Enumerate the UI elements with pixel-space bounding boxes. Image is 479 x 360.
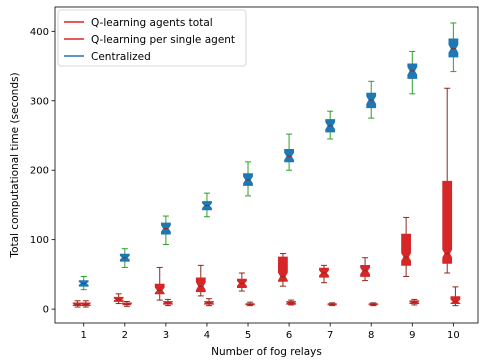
x-tick-label: 3: [163, 330, 169, 341]
y-tick-label: 0: [43, 305, 49, 316]
x-tick-label: 8: [368, 330, 374, 341]
box-plot: [442, 87, 453, 274]
box-plot: [360, 257, 371, 282]
y-tick-label: 300: [30, 96, 49, 107]
x-tick-label: 1: [81, 330, 87, 341]
box-body: [442, 180, 453, 264]
box-plot: [204, 298, 214, 307]
box-plot: [195, 264, 206, 297]
box-plot: [122, 300, 132, 307]
x-tick-label: 4: [204, 330, 210, 341]
x-tick-label: 5: [245, 330, 251, 341]
box-plot: [409, 298, 420, 306]
series-2: [80, 286, 461, 308]
box-body: [448, 38, 459, 58]
series-1: [72, 87, 453, 308]
y-axis-label: Total computational time (seconds): [9, 72, 21, 258]
series-layer: [72, 22, 461, 308]
x-tick-label: 6: [286, 330, 292, 341]
legend-label: Q-learning agents total: [91, 17, 213, 29]
box-plot: [162, 298, 173, 307]
y-tick-label: 200: [30, 166, 49, 177]
box-plot: [243, 161, 253, 197]
x-tick-label: 2: [122, 330, 128, 341]
y-tick-label: 400: [30, 27, 49, 38]
box-plot: [284, 133, 295, 171]
box-plot: [119, 248, 130, 268]
plot-frame: [54, 6, 479, 324]
legend-frame: [57, 9, 247, 67]
box-body: [154, 283, 165, 295]
box-plot: [448, 22, 459, 73]
axes-layer: 0 100 200 300 400 1 2 3 4 5 6 7 8 9 10: [30, 27, 460, 341]
box-plot: [325, 110, 336, 140]
box-plot: [277, 253, 288, 287]
box-body: [401, 233, 412, 266]
box-plot: [286, 299, 297, 306]
x-tick-label: 7: [327, 330, 333, 341]
box-plot: [366, 80, 377, 119]
box-plot: [449, 286, 461, 307]
box-plot: [160, 215, 171, 246]
x-tick-label: 10: [447, 330, 460, 341]
series-3: [78, 22, 459, 291]
box-plot: [319, 264, 329, 284]
legend-label: Centralized: [91, 51, 151, 63]
box-plot: [80, 300, 91, 308]
box-plot: [113, 293, 124, 305]
box-plot: [368, 302, 379, 307]
box-plot: [245, 301, 256, 307]
y-tick-label: 100: [30, 235, 49, 246]
box-body: [449, 296, 461, 305]
box-body: [195, 277, 206, 293]
box-plot: [236, 272, 247, 292]
x-axis-label: Number of fog relays: [211, 346, 322, 358]
box-body: [284, 148, 295, 163]
box-plot: [407, 50, 418, 95]
box-body: [277, 256, 288, 282]
box-plot: [202, 192, 212, 218]
x-tick-label: 9: [409, 330, 415, 341]
box-plot: [154, 266, 165, 301]
legend-label: Q-learning per single agent: [91, 34, 235, 46]
box-plot: [327, 302, 338, 307]
legend: Q-learning agents total Q-learning per si…: [57, 9, 247, 67]
box-plot: [78, 275, 89, 291]
box-plot: [401, 216, 412, 277]
